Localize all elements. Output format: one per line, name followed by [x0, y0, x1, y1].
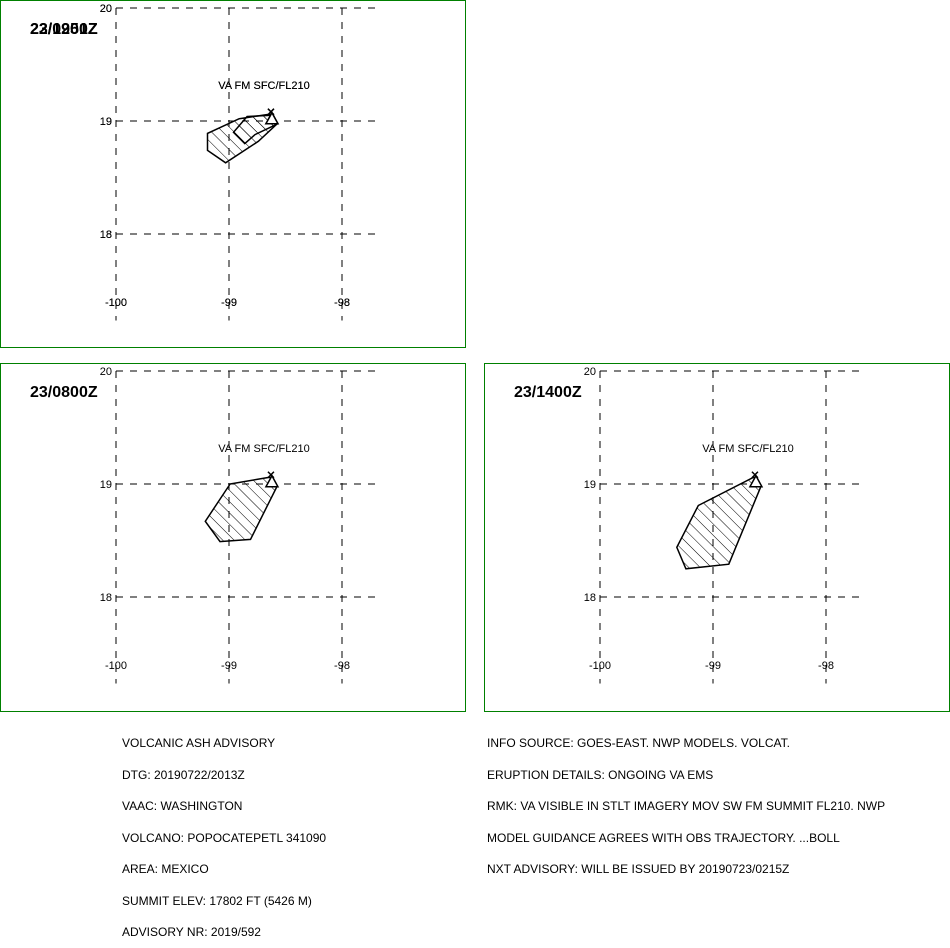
- volcano-icon: [264, 474, 280, 488]
- advisory-right-text: INFO SOURCE: GOES-EAST. NWP MODELS. VOLC…: [487, 717, 885, 885]
- lat-tick-label: 19: [584, 479, 596, 491]
- map-svg-3: 18 19 20 -100 -99 -98 23/0800Z VA FM SFC/FL210: [0, 363, 466, 712]
- advisory-line: SUMMIT ELEV: 17802 FT (5426 M): [122, 893, 312, 908]
- lat-tick-label: 18: [584, 592, 596, 604]
- panel-time-label: 23/1400Z: [514, 384, 582, 401]
- advisory-line: NXT ADVISORY: WILL BE ISSUED BY 20190723…: [487, 862, 790, 876]
- ash-cloud-polygon: [675, 476, 762, 570]
- volcano-icon: [748, 474, 764, 488]
- advisory-line: MODEL GUIDANCE AGREES WITH OBS TRAJECTOR…: [487, 830, 840, 845]
- map-svg-2: 18 19 20 -100 -99 -98 23/0200Z VA FM SFC/FL210: [0, 0, 466, 348]
- advisory-line: INFO SOURCE: GOES-EAST. NWP MODELS. VOLC…: [487, 736, 790, 750]
- advisory-line: ADVISORY NR: 2019/592: [122, 925, 261, 939]
- lon-tick-label: -100: [589, 660, 611, 672]
- panel-frame: [0, 363, 466, 712]
- advisory-line: AREA: MEXICO: [122, 862, 209, 876]
- advisory-line: ERUPTION DETAILS: ONGOING VA EMS: [487, 767, 714, 782]
- ash-cloud-polygon: [204, 476, 278, 543]
- lon-tick-label: -100: [105, 660, 127, 672]
- lat-tick-label: 20: [100, 366, 112, 378]
- advisory-line: RMK: VA VISIBLE IN STLT IMAGERY MOV SW F…: [487, 799, 886, 813]
- lat-tick-label: 19: [100, 116, 112, 128]
- flight-level-label: VA FM SFC/FL210: [702, 443, 794, 455]
- map-panel-2: 18 19 20 -100 -99 -98 23/0200Z VA FM SFC/FL210: [0, 0, 466, 348]
- lat-tick-label: 19: [100, 479, 112, 491]
- map-panel-4: 18 19 20 -100 -99 -98 23/1400Z VA FM SFC/FL210: [484, 363, 950, 712]
- lat-tick-label: 18: [100, 592, 112, 604]
- panel-time-label: 23/0200Z: [30, 21, 98, 38]
- flight-level-label: VA FM SFC/FL210: [218, 80, 310, 92]
- volcano-icon: [264, 111, 280, 125]
- lon-tick-label: -100: [105, 297, 127, 309]
- lon-tick-label: -99: [705, 660, 721, 672]
- lon-tick-label: -99: [221, 297, 237, 309]
- eruption-mark-icon: [751, 471, 759, 479]
- lat-tick-label: 18: [100, 229, 112, 241]
- advisory-left-text: VOLCANIC ASH ADVISORY DTG: 20190722/2013…: [122, 717, 326, 948]
- advisory-line: VOLCANO: POPOCATEPETL 341090: [122, 830, 327, 845]
- lat-tick-label: 20: [584, 366, 596, 378]
- map-panel-3: 18 19 20 -100 -99 -98 23/0800Z VA FM SFC/FL210: [0, 363, 466, 712]
- advisory-line: VOLCANIC ASH ADVISORY: [122, 736, 276, 750]
- lat-tick-label: 20: [100, 3, 112, 15]
- panel-time-label: 22/1951Z: [30, 21, 98, 38]
- panel-frame: [0, 0, 466, 348]
- lon-tick-label: -98: [334, 297, 350, 309]
- lon-tick-label: -99: [221, 660, 237, 672]
- flight-level-label: VA FM SFC/FL210: [218, 80, 310, 92]
- panel-time-label: 23/0800Z: [30, 384, 98, 401]
- eruption-mark-icon: [267, 108, 275, 116]
- lon-tick-label: -98: [818, 660, 834, 672]
- lat-tick-label: 19: [100, 116, 112, 128]
- advisory-line: DTG: 20190722/2013Z: [122, 767, 245, 782]
- map-svg-4: 18 19 20 -100 -99 -98 23/1400Z VA FM SFC/FL210: [484, 363, 950, 712]
- flight-level-label: VA FM SFC/FL210: [218, 443, 310, 455]
- lat-tick-label: 18: [100, 229, 112, 241]
- advisory-line: VAAC: WASHINGTON: [122, 799, 243, 813]
- eruption-mark-icon: [267, 471, 275, 479]
- lat-tick-label: 20: [100, 3, 112, 15]
- lon-tick-label: -98: [334, 660, 350, 672]
